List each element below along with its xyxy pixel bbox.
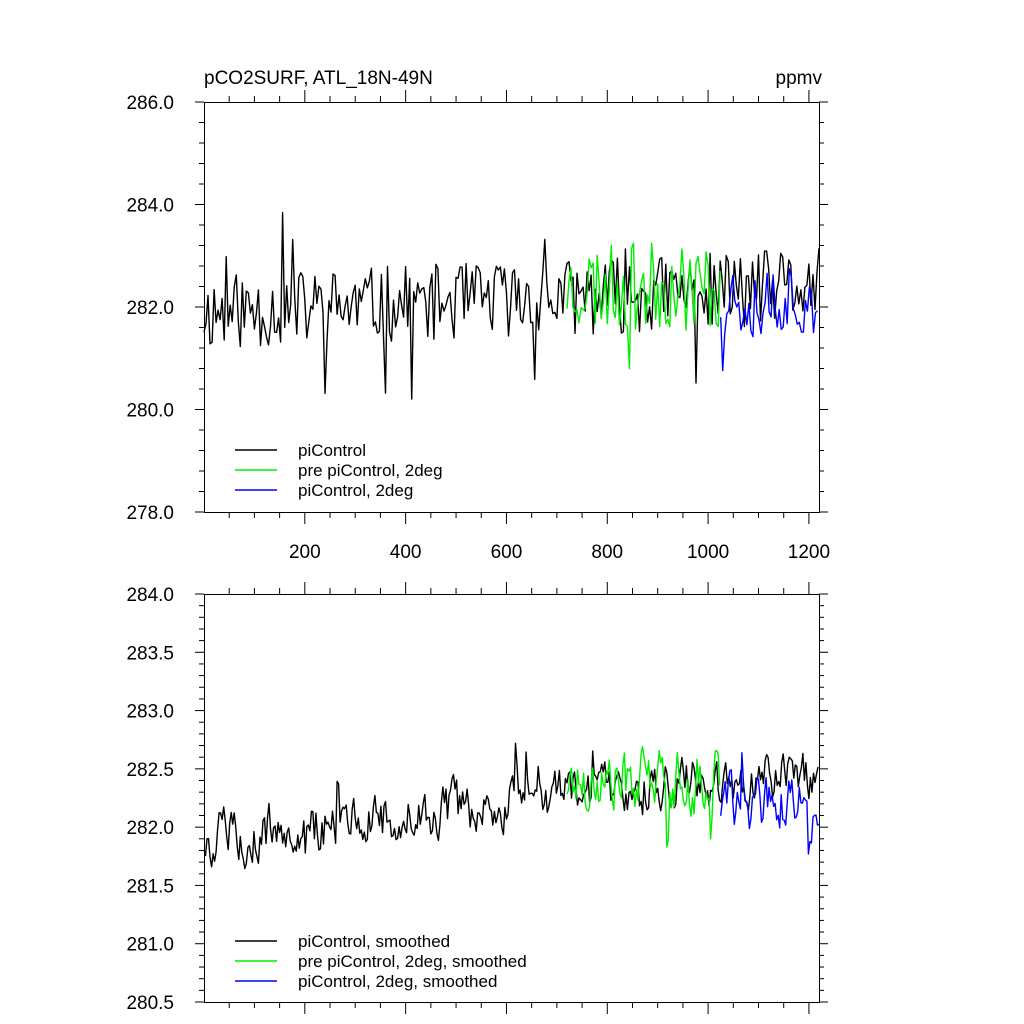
x-tick-label: 1200 — [788, 542, 830, 563]
y-tick-label: 278.0 — [126, 503, 174, 524]
series-line-picontrol-2deg — [720, 268, 818, 372]
y-tick-label: 281.0 — [126, 935, 174, 956]
top-legend: piControl pre piControl, 2deg piControl,… — [235, 441, 443, 500]
y-tick-label: 282.0 — [126, 298, 174, 319]
top-plot-frame — [204, 102, 820, 513]
x-tick-label: 800 — [591, 542, 623, 563]
bottom-series-group — [203, 742, 820, 870]
series-line-pre-picontrol-2deg — [566, 242, 721, 370]
bottom-panel: 280.5 281.0 281.5 282.0 282.5 283.0 283.5 284.0… — [126, 582, 828, 1014]
series-line-picontrol-smoothed — [203, 742, 819, 870]
legend-label-picontrol-2deg-smoothed: piControl, 2deg, smoothed — [298, 972, 497, 991]
y-tick-label: 281.5 — [126, 876, 174, 897]
y-tick-label: 282.0 — [126, 818, 174, 839]
legend-label-pre-picontrol-2deg-smoothed: pre piControl, 2deg, smoothed — [298, 952, 527, 971]
y-tick-label: 284.0 — [126, 585, 174, 606]
legend-label-picontrol: piControl — [298, 441, 366, 460]
series-line-pre-picontrol-2deg-smoothed — [566, 745, 721, 848]
bottom-ticks: 280.5 281.0 281.5 282.0 282.5 283.0 283.5 284.0 — [126, 582, 828, 1014]
x-tick-label: 600 — [491, 542, 523, 563]
series-line-picontrol-2deg-smoothed — [720, 752, 820, 855]
y-tick-label: 284.0 — [126, 196, 174, 217]
top-ticks: 278.0 280.0 282.0 284.0 286.0 200 400 600 800 100… — [126, 90, 830, 563]
legend-label-pre-picontrol-2deg: pre piControl, 2deg — [298, 461, 443, 480]
top-panel: pCO2SURF, ATL_18N-49N ppmv 278.0 280.0 282… — [126, 68, 830, 563]
series-line-picontrol — [203, 211, 820, 400]
bottom-plot-frame — [204, 594, 820, 1003]
y-tick-label: 280.0 — [126, 401, 174, 422]
y-tick-label: 283.0 — [126, 702, 174, 723]
y-tick-label: 283.5 — [126, 643, 174, 664]
chart-title: pCO2SURF, ATL_18N-49N — [204, 68, 433, 89]
legend-label-picontrol-smoothed: piControl, smoothed — [298, 932, 450, 951]
y-tick-label: 282.5 — [126, 760, 174, 781]
y-tick-label: 280.5 — [126, 993, 174, 1014]
x-tick-label: 200 — [289, 542, 321, 563]
units-label: ppmv — [776, 68, 823, 89]
legend-label-picontrol-2deg: piControl, 2deg — [298, 481, 413, 500]
x-tick-label: 1000 — [687, 542, 729, 563]
bottom-legend: piControl, smoothed pre piControl, 2deg,… — [235, 932, 527, 991]
top-series-group — [203, 211, 820, 400]
y-tick-label: 286.0 — [126, 93, 174, 114]
x-tick-label: 400 — [390, 542, 422, 563]
